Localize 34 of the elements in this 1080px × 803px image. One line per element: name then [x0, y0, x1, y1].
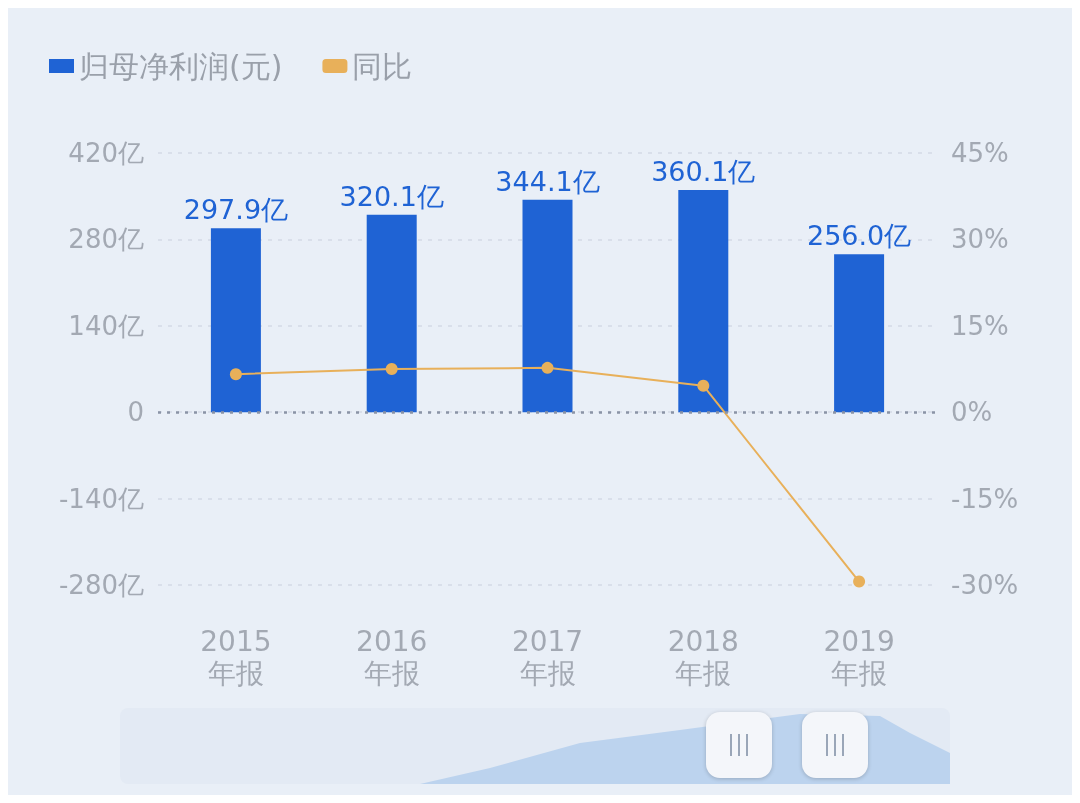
bar — [522, 199, 573, 413]
y2-tick-label: 45% — [951, 138, 1009, 168]
y2-tick-label: 30% — [951, 224, 1009, 255]
data-label: 297.9亿 — [183, 194, 289, 226]
point — [541, 361, 554, 374]
point — [853, 575, 866, 588]
bar — [210, 228, 261, 413]
data-label: 360.1亿 — [651, 155, 756, 187]
point — [697, 379, 710, 392]
point — [385, 363, 398, 375]
x-tick-label: 2018 年报 — [667, 624, 739, 690]
y-tick-label: -140亿 — [58, 483, 144, 514]
y2-tick-label: 15% — [951, 310, 1009, 341]
x-tick-label: 2019 年报 — [823, 624, 895, 690]
y2-tick-label: -15% — [951, 483, 1019, 514]
x-tick-label: 2015 年报 — [200, 624, 272, 690]
data-label: 256.0亿 — [806, 220, 912, 252]
bar — [834, 254, 885, 413]
y-tick-label: 280亿 — [68, 224, 144, 255]
data-label: 320.1亿 — [339, 180, 444, 212]
y2-tick-label: 0% — [951, 397, 993, 428]
point — [229, 368, 242, 381]
y2-tick-label: -30% — [951, 570, 1019, 600]
y-tick-label: -280亿 — [58, 570, 144, 600]
y-tick-label: 420亿 — [68, 138, 144, 168]
y-tick-label: 0 — [127, 397, 144, 428]
legend-label: 归母净利润(元) — [79, 48, 283, 84]
x-tick-label: 2016 年报 — [356, 624, 428, 690]
bar — [678, 189, 729, 413]
y-tick-label: 140亿 — [68, 310, 144, 341]
x-tick-label: 2017 年报 — [511, 624, 584, 690]
data-label: 344.1亿 — [495, 165, 600, 197]
legend-label: 同比 — [352, 48, 413, 84]
bar — [366, 214, 417, 413]
